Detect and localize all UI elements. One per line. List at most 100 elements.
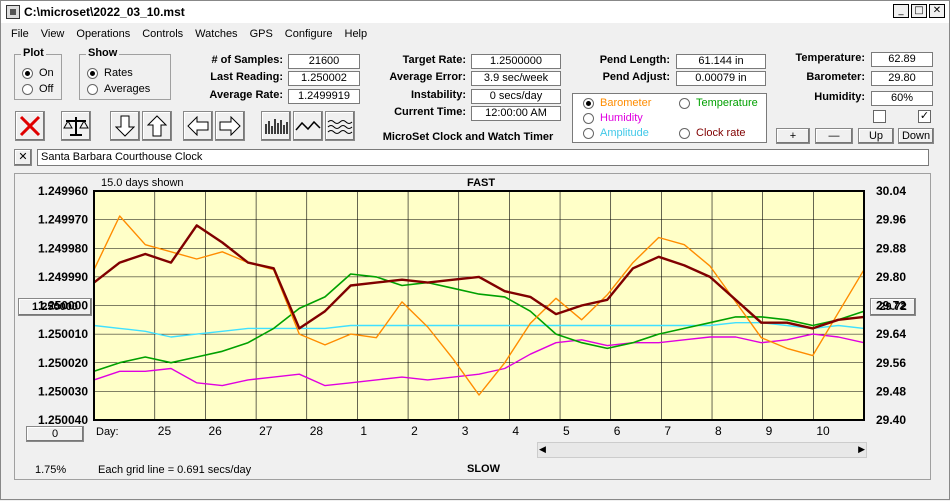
- close-button[interactable]: ✕: [929, 4, 945, 18]
- clear-name-button[interactable]: ✕: [14, 149, 32, 166]
- menu-file[interactable]: File: [11, 27, 29, 40]
- barometer-option-label: Barometer: [600, 97, 652, 109]
- plot-on-option[interactable]: On: [22, 65, 54, 81]
- clock-rate-radio[interactable]: [679, 127, 690, 139]
- temperature-option-label: Temperature: [696, 97, 758, 109]
- temperature-value: 62.89: [871, 52, 933, 67]
- humidity-option-label: Humidity: [600, 112, 643, 124]
- arrow-up-icon: [147, 115, 167, 137]
- days-shown-label: 15.0 days shown: [101, 177, 184, 189]
- center-baro-button[interactable]: 29.72: [870, 298, 916, 316]
- pend-adjust-value: 0.00079 in: [676, 71, 766, 86]
- chart-scrollbar[interactable]: ◀ ▶: [537, 442, 867, 458]
- current-time-value: 12:00:00 AM: [471, 106, 561, 121]
- center-rate-button[interactable]: 1.250000: [18, 298, 92, 316]
- grid-note: Each grid line = 0.691 secs/day: [98, 464, 252, 476]
- plot-selector-box: Barometer Temperature Humidity Amplitude…: [572, 93, 767, 143]
- show-group-title: Show: [86, 47, 120, 59]
- slow-label: SLOW: [467, 463, 500, 475]
- samples-label: # of Samples:: [211, 54, 283, 66]
- chart-panel: [14, 173, 931, 480]
- app-icon[interactable]: [6, 5, 20, 19]
- barometer-radio[interactable]: [583, 97, 594, 109]
- plot-group-title: Plot: [21, 47, 46, 59]
- average-rate-value: 1.2499919: [288, 89, 360, 104]
- histogram-icon: [265, 119, 288, 134]
- arrow-left-icon: [187, 116, 209, 136]
- arrow-down-icon: [115, 115, 135, 137]
- histogram-button[interactable]: [261, 111, 291, 141]
- amplitude-option-label: Amplitude: [600, 127, 649, 139]
- waves-button[interactable]: [325, 111, 355, 141]
- menu-watches[interactable]: Watches: [195, 27, 238, 40]
- target-rate-label: Target Rate:: [402, 54, 466, 66]
- fast-label: FAST: [467, 177, 496, 189]
- clock-rate-option[interactable]: Clock rate: [679, 127, 746, 139]
- up-arrow-button[interactable]: [142, 111, 172, 141]
- show-rates-option[interactable]: Rates: [87, 65, 150, 81]
- menu-view[interactable]: View: [40, 27, 65, 40]
- pend-length-label: Pend Length:: [599, 54, 670, 66]
- menu-operations[interactable]: Operations: [76, 27, 131, 40]
- temperature-label: Temperature:: [795, 52, 865, 64]
- up-button[interactable]: Up: [858, 128, 894, 144]
- scroll-left-icon[interactable]: ◀: [539, 444, 546, 454]
- temperature-option[interactable]: Temperature: [679, 97, 758, 109]
- right-arrow-button[interactable]: [215, 111, 245, 141]
- red-x-icon: [19, 115, 41, 137]
- clock-name-input[interactable]: Santa Barbara Courthouse Clock: [37, 149, 929, 166]
- plot-on-label: On: [39, 67, 54, 79]
- arrow-right-icon: [219, 116, 241, 136]
- menu-bar: File View Operations Controls Watches GP…: [1, 24, 949, 43]
- offset-button[interactable]: 0: [26, 426, 84, 442]
- instability-value: 0 secs/day: [471, 89, 561, 104]
- app-caption: MicroSet Clock and Watch Timer: [382, 131, 554, 143]
- humidity-radio[interactable]: [583, 112, 594, 124]
- menu-controls[interactable]: Controls: [142, 27, 184, 40]
- last-reading-label: Last Reading:: [210, 71, 283, 83]
- line-graph-icon: [295, 120, 321, 131]
- menu-configure[interactable]: Configure: [284, 27, 333, 40]
- stop-button[interactable]: [15, 111, 45, 141]
- show-rates-label: Rates: [104, 67, 133, 79]
- temperature-radio[interactable]: [679, 97, 690, 109]
- plus-button[interactable]: +: [776, 128, 810, 144]
- plot-on-radio[interactable]: [22, 67, 33, 79]
- humidity-value: 60%: [871, 91, 933, 106]
- scroll-right-icon[interactable]: ▶: [858, 444, 865, 454]
- minus-button[interactable]: —: [815, 128, 853, 144]
- humidity-option[interactable]: Humidity: [583, 112, 643, 124]
- show-rates-radio[interactable]: [87, 67, 98, 79]
- show-averages-radio[interactable]: [87, 83, 98, 95]
- barometer-value: 29.80: [871, 71, 933, 86]
- amplitude-option[interactable]: Amplitude: [583, 127, 649, 139]
- title-bar[interactable]: C:\microset\2022_03_10.mst _ □ ✕: [1, 1, 949, 23]
- line-plot-button[interactable]: [293, 111, 323, 141]
- scale-balance-icon: [63, 117, 89, 136]
- menu-help[interactable]: Help: [344, 27, 368, 40]
- target-rate-value: 1.2500000: [471, 54, 561, 69]
- average-rate-label: Average Rate:: [209, 89, 283, 101]
- maximize-button[interactable]: □: [911, 4, 927, 18]
- show-averages-label: Averages: [104, 83, 151, 95]
- average-error-label: Average Error:: [389, 71, 466, 83]
- amplitude-radio[interactable]: [583, 127, 594, 139]
- left-arrow-button[interactable]: [183, 111, 213, 141]
- menu-gps[interactable]: GPS: [249, 27, 273, 40]
- balance-button[interactable]: [61, 111, 91, 141]
- humidity-label: Humidity:: [814, 91, 865, 103]
- pend-adjust-label: Pend Adjust:: [602, 71, 670, 83]
- left-checkbox[interactable]: [873, 110, 886, 123]
- plot-off-radio[interactable]: [22, 83, 33, 95]
- show-averages-option[interactable]: Averages: [87, 81, 150, 97]
- average-error-value: 3.9 sec/week: [471, 71, 561, 86]
- right-checkbox[interactable]: ✓: [918, 110, 931, 123]
- down-button[interactable]: Down: [898, 128, 934, 144]
- last-reading-value: 1.250002: [288, 71, 360, 86]
- minimize-button[interactable]: _: [893, 4, 909, 18]
- day-axis-label: Day:: [96, 426, 119, 438]
- barometer-option[interactable]: Barometer: [583, 97, 651, 109]
- down-arrow-button[interactable]: [110, 111, 140, 141]
- plot-off-option[interactable]: Off: [22, 81, 54, 97]
- zoom-percent: 1.75%: [35, 464, 67, 476]
